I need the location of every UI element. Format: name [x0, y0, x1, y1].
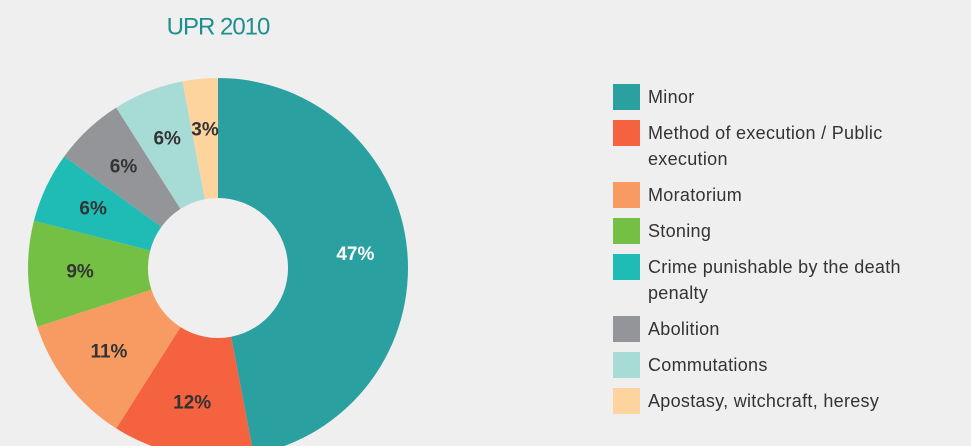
- legend-label: Method of execution / Public execution: [648, 123, 883, 169]
- legend: Minor Method of execution / Public execut…: [613, 84, 971, 414]
- legend-swatch: [613, 254, 640, 280]
- slice-label: 6%: [110, 156, 138, 177]
- chart: UPR 2010 47%12%11%9%6%6%6% 3%: [28, 13, 409, 446]
- legend-swatch: [613, 388, 640, 414]
- legend-label: Minor: [648, 87, 695, 107]
- legend-swatch: [613, 218, 640, 244]
- slice-label: 6%: [153, 129, 181, 150]
- legend-item: Crime punishable by the death penalty: [613, 254, 971, 306]
- legend-swatch: [613, 120, 640, 146]
- slice: [182, 78, 218, 200]
- legend-label: Commutations: [648, 355, 768, 375]
- legend-item: Commutations: [613, 352, 971, 378]
- slice: [218, 78, 409, 446]
- legend-label: Moratorium: [648, 185, 743, 205]
- legend-swatch: [613, 182, 640, 208]
- slice: [64, 107, 181, 227]
- slice-label: 47%: [336, 244, 374, 265]
- legend-item: Apostasy, witchcraft, heresy: [613, 388, 971, 414]
- legend-label: Abolition: [648, 319, 720, 339]
- legend-swatch: [613, 316, 640, 342]
- slice: [116, 327, 252, 446]
- legend-label: Crime punishable by the death penalty: [648, 257, 901, 303]
- legend-label: Apostasy, witchcraft, heresy: [648, 391, 880, 411]
- chart-title: UPR 2010: [167, 13, 270, 40]
- legend-item: Moratorium: [613, 182, 971, 208]
- slice: [116, 81, 205, 209]
- legend-swatch: [613, 84, 640, 110]
- legend-item: Minor: [613, 84, 971, 110]
- slice: [28, 220, 152, 327]
- legend-label: Stoning: [648, 221, 712, 241]
- slice: [37, 289, 181, 429]
- slice-label: 9%: [66, 261, 94, 282]
- legend-item: Abolition: [613, 316, 971, 342]
- slice-label: 11%: [90, 342, 127, 363]
- slice: [33, 156, 162, 251]
- slice-label: 12%: [173, 393, 211, 414]
- legend-swatch: [613, 352, 640, 378]
- legend-item: Method of execution / Public execution: [613, 120, 971, 172]
- slice-label: 3%: [191, 120, 219, 141]
- legend-item: Stoning: [613, 218, 971, 244]
- slice-label: 6%: [79, 198, 107, 219]
